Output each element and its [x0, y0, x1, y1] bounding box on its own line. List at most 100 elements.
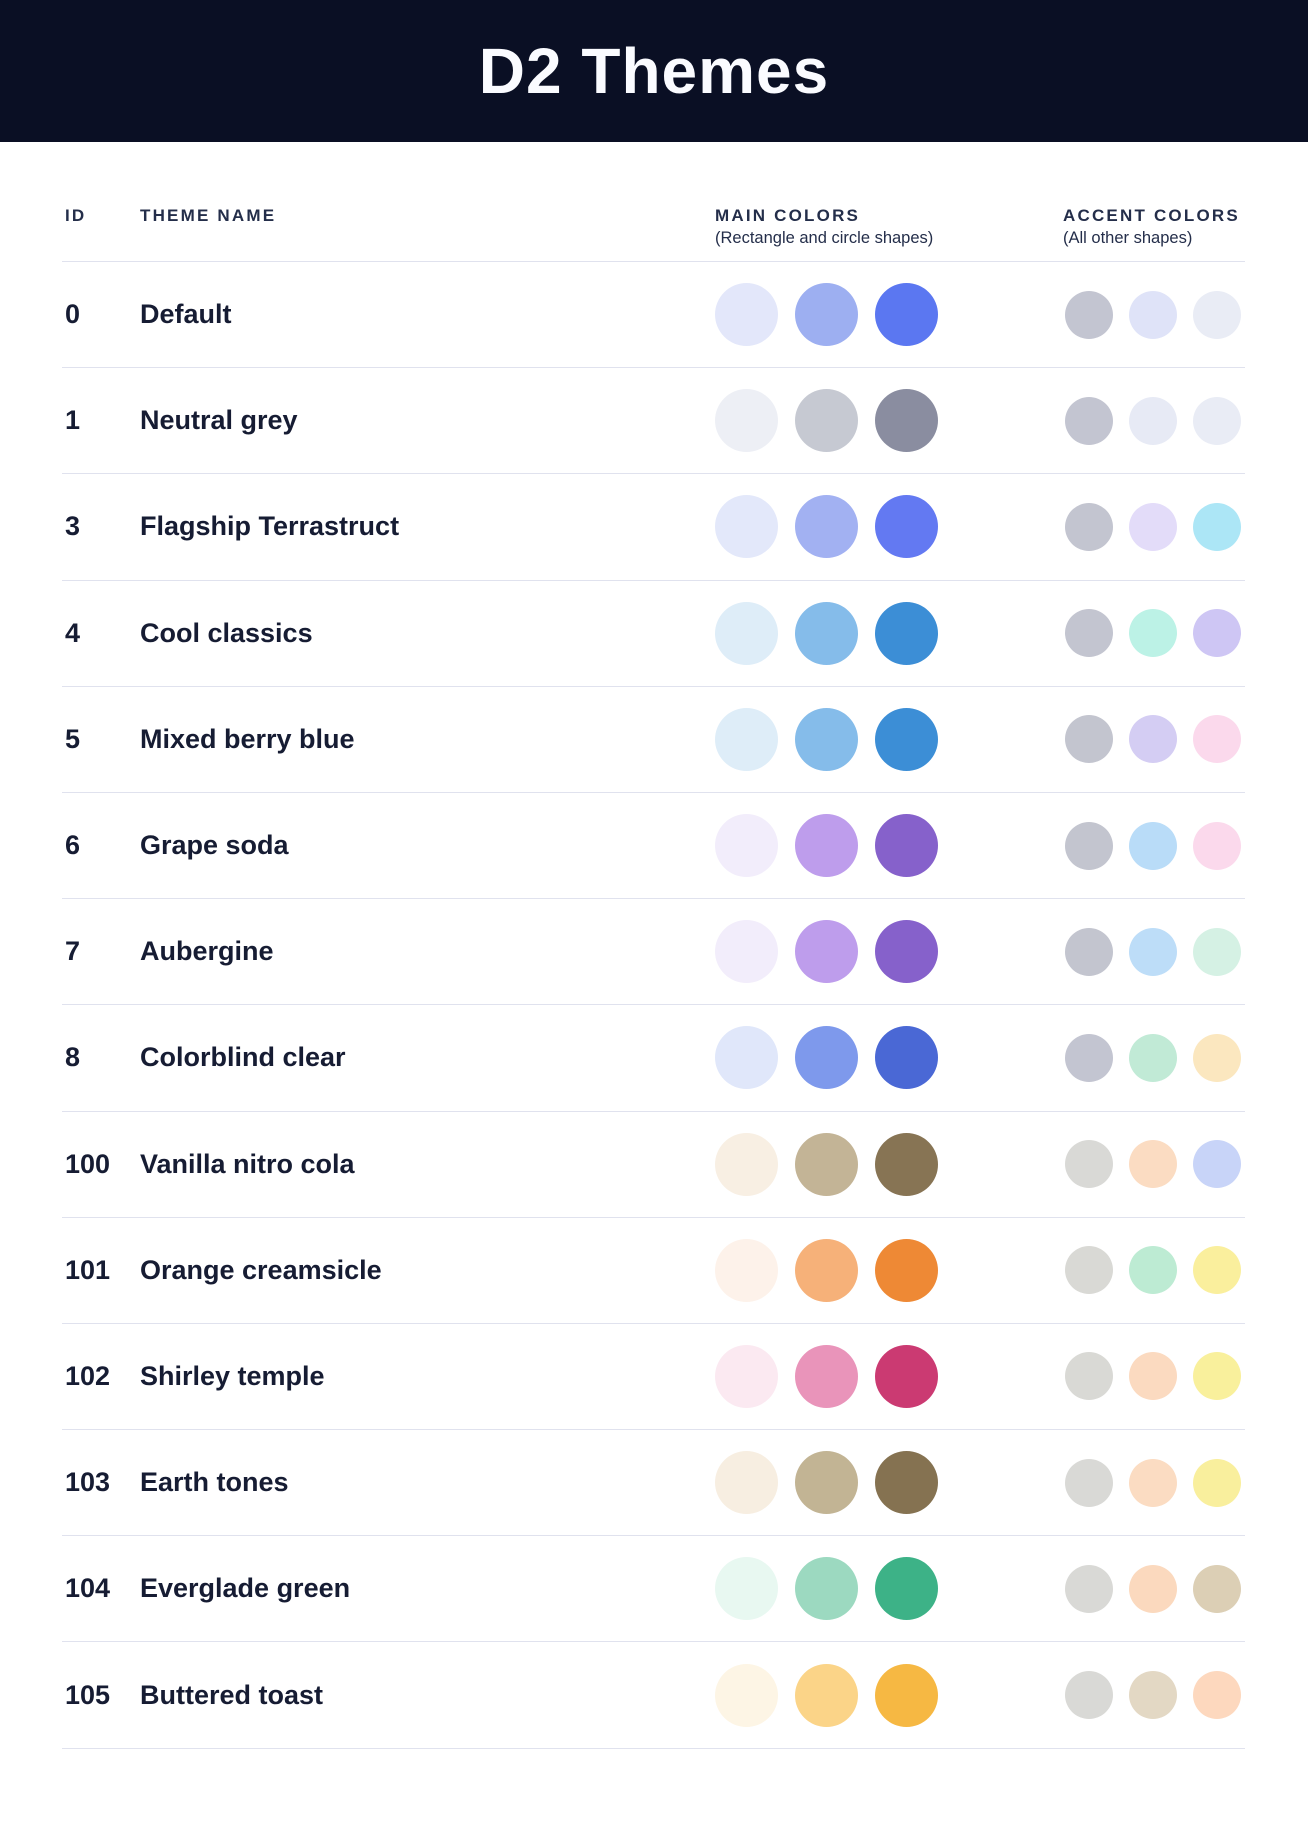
theme-row: 100 Vanilla nitro cola — [62, 1112, 1245, 1218]
main-color-dot-2 — [795, 1663, 858, 1727]
main-color-dot-3 — [875, 1238, 938, 1302]
main-color-dot-1 — [715, 1238, 778, 1302]
accent-color-dot-2 — [1129, 715, 1177, 764]
accent-color-dot-1 — [1065, 1564, 1113, 1613]
column-header-theme-name: THEME NAME — [140, 206, 715, 261]
accent-color-dot-2 — [1129, 927, 1177, 976]
theme-name: Aubergine — [140, 936, 274, 967]
theme-row: 7 Aubergine — [62, 899, 1245, 1006]
theme-row: 101 Orange creamsicle — [62, 1218, 1245, 1324]
main-color-swatches — [715, 707, 1063, 771]
theme-row: 105 Buttered toast — [62, 1642, 1245, 1749]
accent-color-dot-3 — [1193, 1246, 1241, 1295]
theme-id: 0 — [65, 299, 81, 330]
main-color-swatches — [715, 1238, 1063, 1302]
main-color-dot-1 — [715, 1132, 778, 1196]
column-header-id: ID — [62, 206, 140, 261]
accent-color-dot-2 — [1129, 1352, 1177, 1401]
accent-color-swatches — [1063, 1140, 1245, 1189]
theme-id: 100 — [65, 1148, 111, 1179]
theme-row: 102 Shirley temple — [62, 1324, 1245, 1431]
accent-color-dot-3 — [1193, 821, 1241, 870]
main-color-dot-3 — [875, 389, 938, 453]
theme-row: 5 Mixed berry blue — [62, 687, 1245, 793]
main-color-dot-1 — [715, 1663, 778, 1727]
accent-color-dot-1 — [1065, 1671, 1113, 1720]
theme-id: 8 — [65, 1042, 81, 1073]
accent-color-dot-2 — [1129, 1140, 1177, 1189]
accent-color-dot-1 — [1065, 1140, 1113, 1189]
accent-color-dot-3 — [1193, 715, 1241, 764]
theme-row: 103 Earth tones — [62, 1430, 1245, 1537]
theme-id: 102 — [65, 1360, 111, 1391]
main-color-dot-2 — [795, 1557, 858, 1621]
main-color-swatches — [715, 1132, 1063, 1196]
main-color-dot-3 — [875, 1663, 938, 1727]
theme-id: 4 — [65, 617, 81, 648]
main-color-dot-2 — [795, 814, 858, 878]
theme-row: 3 Flagship Terrastruct — [62, 474, 1245, 581]
accent-color-swatches — [1063, 502, 1245, 551]
theme-name: Grape soda — [140, 830, 289, 861]
main-color-swatches — [715, 1663, 1063, 1727]
theme-name: Vanilla nitro cola — [140, 1148, 355, 1179]
accent-color-dot-3 — [1193, 1564, 1241, 1613]
accent-color-dot-2 — [1129, 1458, 1177, 1507]
theme-id: 3 — [65, 511, 81, 542]
column-header-main-colors: MAIN COLORS (Rectangle and circle shapes… — [715, 206, 1063, 261]
accent-color-swatches — [1063, 1352, 1245, 1401]
accent-color-swatches — [1063, 1671, 1245, 1720]
accent-color-dot-2 — [1129, 502, 1177, 551]
accent-color-dot-2 — [1129, 1564, 1177, 1613]
theme-name-column-label: THEME NAME — [140, 206, 277, 225]
accent-color-dot-3 — [1193, 1352, 1241, 1401]
main-color-dot-3 — [875, 707, 938, 771]
accent-color-swatches — [1063, 1458, 1245, 1507]
main-color-dot-3 — [875, 283, 938, 347]
accent-color-dot-1 — [1065, 1458, 1113, 1507]
accent-color-dot-2 — [1129, 609, 1177, 658]
accent-color-dot-1 — [1065, 1352, 1113, 1401]
main-color-dot-2 — [795, 707, 858, 771]
table-body: 0 Default 1 Neutral grey 3 Flagship Terr… — [62, 262, 1245, 1749]
page-title: D2 Themes — [478, 35, 830, 107]
accent-color-swatches — [1063, 1033, 1245, 1082]
accent-color-swatches — [1063, 609, 1245, 658]
main-color-dot-3 — [875, 1557, 938, 1621]
theme-name: Flagship Terrastruct — [140, 511, 400, 542]
main-color-dot-1 — [715, 920, 778, 984]
accent-color-dot-2 — [1129, 396, 1177, 445]
accent-color-dot-1 — [1065, 715, 1113, 764]
id-column-label: ID — [65, 206, 87, 225]
accent-color-swatches — [1063, 821, 1245, 870]
theme-id: 5 — [65, 723, 81, 754]
theme-row: 4 Cool classics — [62, 581, 1245, 687]
accent-color-dot-1 — [1065, 502, 1113, 551]
accent-color-dot-2 — [1129, 290, 1177, 339]
accent-color-dot-3 — [1193, 290, 1241, 339]
theme-row: 0 Default — [62, 262, 1245, 369]
theme-name: Shirley temple — [140, 1360, 325, 1391]
main-color-dot-3 — [875, 1451, 938, 1515]
accent-color-dot-1 — [1065, 927, 1113, 976]
main-color-dot-3 — [875, 920, 938, 984]
theme-id: 6 — [65, 830, 81, 861]
main-color-dot-2 — [795, 283, 858, 347]
accent-colors-column-subtitle: (All other shapes) — [1063, 229, 1193, 247]
themes-table: ID THEME NAME MAIN COLORS (Rectangle and… — [62, 142, 1245, 1749]
main-color-dot-2 — [795, 1238, 858, 1302]
main-color-dot-2 — [795, 920, 858, 984]
accent-color-dot-3 — [1193, 927, 1241, 976]
main-color-dot-1 — [715, 707, 778, 771]
main-color-dot-1 — [715, 814, 778, 878]
main-color-dot-3 — [875, 1132, 938, 1196]
accent-color-dot-2 — [1129, 1246, 1177, 1295]
main-color-swatches — [715, 920, 1063, 984]
main-color-swatches — [715, 1557, 1063, 1621]
main-color-dot-2 — [795, 1344, 858, 1408]
accent-color-swatches — [1063, 1246, 1245, 1295]
main-color-dot-2 — [795, 495, 858, 559]
main-color-dot-3 — [875, 601, 938, 665]
main-color-dot-1 — [715, 1557, 778, 1621]
accent-color-dot-3 — [1193, 609, 1241, 658]
